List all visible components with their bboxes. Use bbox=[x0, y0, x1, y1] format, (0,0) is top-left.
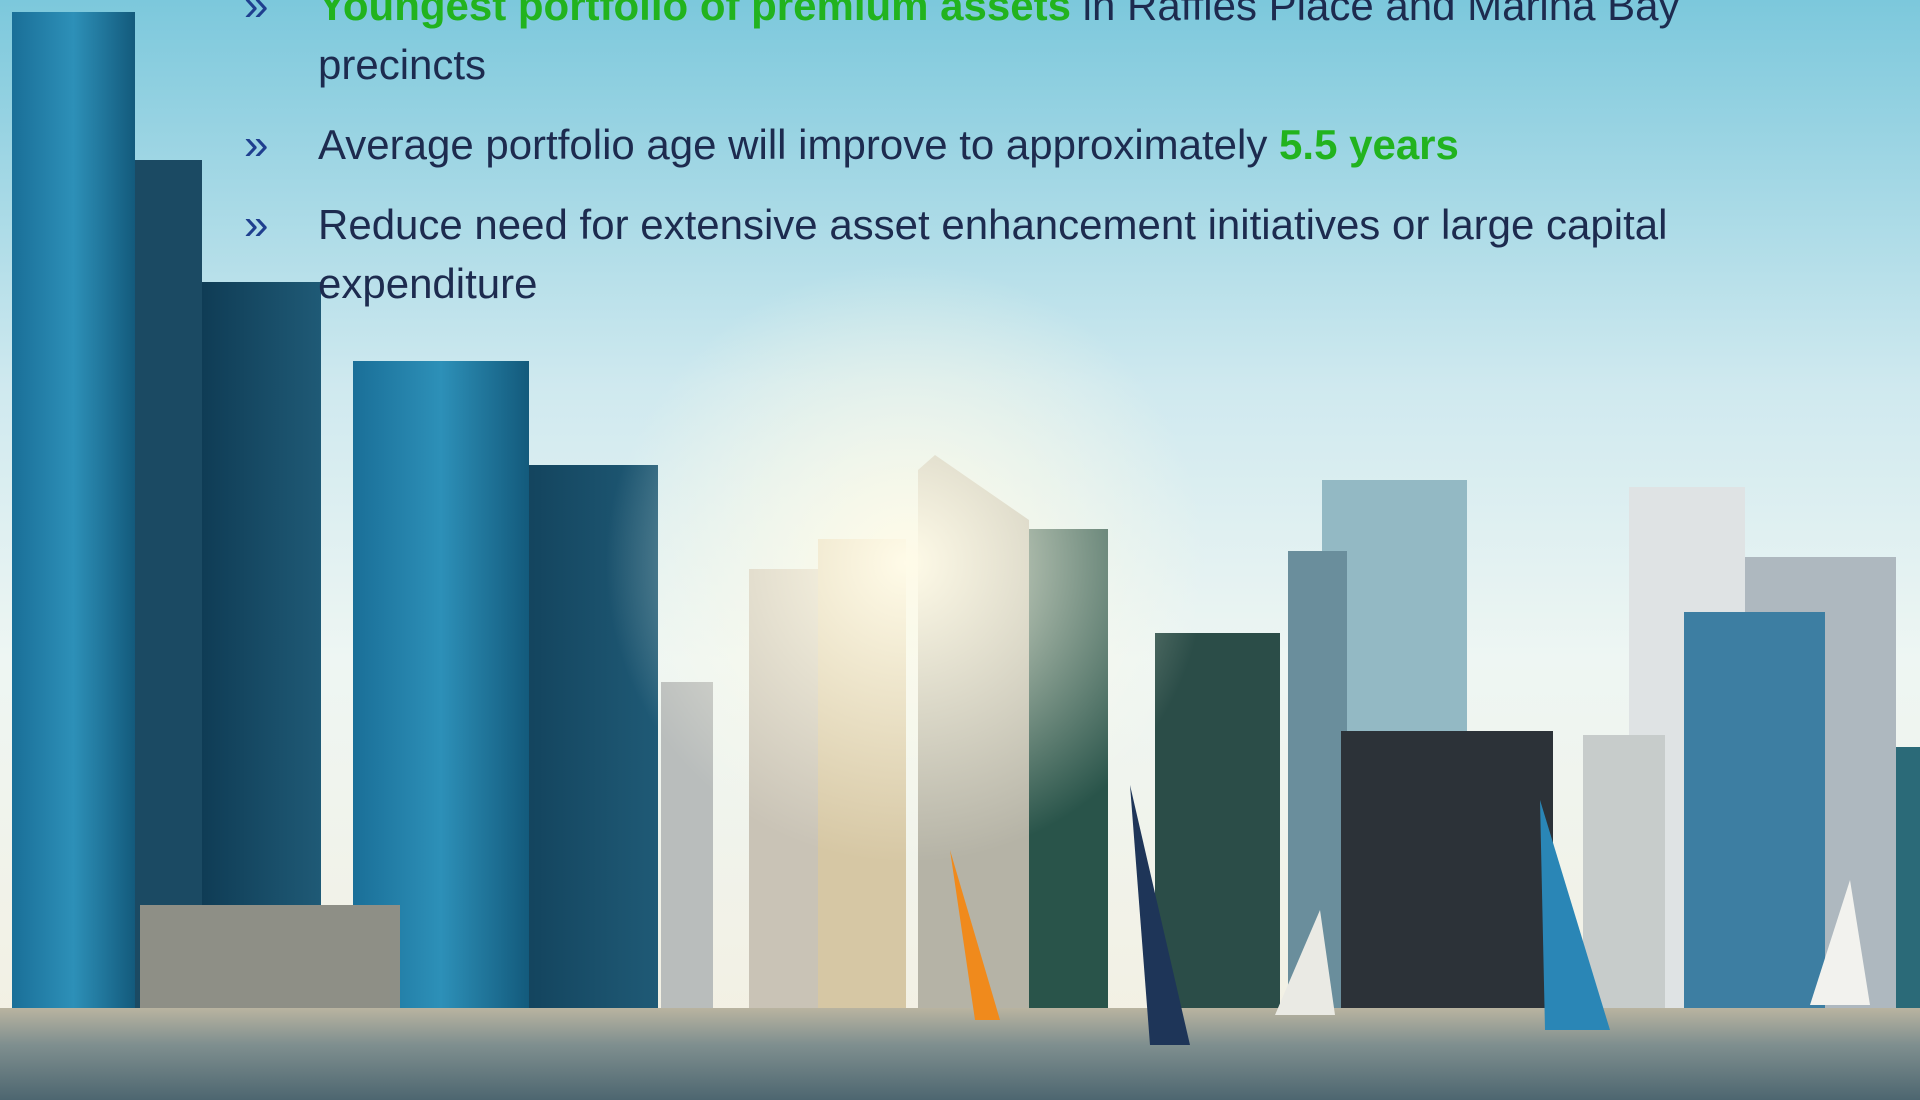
bullet-marker: » bbox=[244, 0, 269, 30]
body-text: in Raffles Place and Marina Bay precinct… bbox=[318, 0, 1680, 88]
bullet: » Reduce need for extensive asset enhance… bbox=[0, 195, 1738, 313]
body-text: Reduce need for extensive asset enhancem… bbox=[318, 201, 1668, 307]
sailboats bbox=[950, 785, 1870, 1045]
water bbox=[0, 1008, 1920, 1100]
highlight-text: Youngest portfolio of premium assets bbox=[318, 0, 1071, 29]
body-text: Average portfolio age will improve to ap… bbox=[318, 121, 1268, 168]
bullet: » Youngest portfolio of premium assets in… bbox=[0, 0, 1738, 94]
bullet: » Average portfolio age will improve to a… bbox=[0, 115, 1738, 174]
bullet-marker: » bbox=[244, 200, 269, 249]
bullet-list: » Youngest portfolio of premium assets in… bbox=[0, 0, 1920, 334]
highlight-text: 5.5 years bbox=[1279, 121, 1459, 168]
bullet-marker: » bbox=[244, 120, 269, 169]
